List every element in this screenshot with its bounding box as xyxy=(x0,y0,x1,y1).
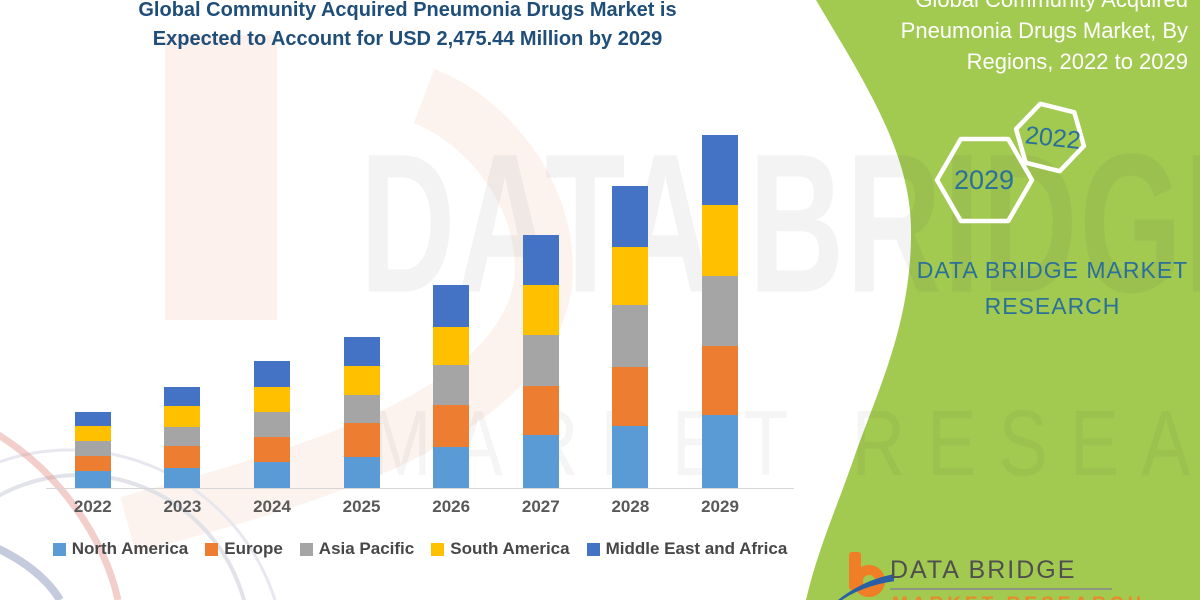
side-panel-title: Global Community Acquired Pneumonia Drug… xyxy=(858,0,1188,77)
bar-segment-middle-east-and-africa-2023 xyxy=(164,386,201,407)
bar-segment-asia-pacific-2023 xyxy=(164,426,201,447)
bar-segment-middle-east-and-africa-2022 xyxy=(74,412,111,427)
bar-segment-north-america-2026 xyxy=(433,446,470,488)
bar-segment-middle-east-and-africa-2025 xyxy=(343,336,380,366)
legend-item-south-america: South America xyxy=(431,539,570,559)
legend-label: Asia Pacific xyxy=(318,539,415,558)
footer-logo-divider xyxy=(890,588,1112,590)
bar-segment-north-america-2029 xyxy=(702,415,738,488)
stacked-bar-2025 xyxy=(343,336,380,488)
legend-label: Middle East and Africa xyxy=(605,539,788,558)
legend-item-middle-east-and-africa: Middle East and Africa xyxy=(586,539,788,559)
legend-item-north-america: North America xyxy=(52,539,189,559)
x-axis-label-2029: 2029 xyxy=(701,497,739,516)
bar-segment-north-america-2028 xyxy=(612,425,649,488)
bar-segment-south-america-2023 xyxy=(164,406,201,427)
x-axis-label-2025: 2025 xyxy=(342,497,381,516)
bar-segment-europe-2027 xyxy=(522,385,559,435)
bar-segment-europe-2022 xyxy=(74,456,111,472)
stacked-bar-2027 xyxy=(522,234,559,488)
x-axis-label-2022: 2022 xyxy=(73,497,112,516)
legend-swatch-icon xyxy=(299,542,313,556)
bar-segment-south-america-2026 xyxy=(433,326,470,365)
brand-wordmark: DATA BRIDGE MARKET RESEARCH xyxy=(905,252,1200,324)
bar-segment-north-america-2023 xyxy=(164,467,201,488)
hexagon-2029-icon xyxy=(934,136,1035,224)
brand-wordmark-line2: RESEARCH xyxy=(984,293,1121,319)
bar-segment-south-america-2028 xyxy=(612,246,649,305)
bar-segment-north-america-2027 xyxy=(522,434,559,488)
chart-title: Global Community Acquired Pneumonia Drug… xyxy=(0,0,815,54)
bar-segment-europe-2029 xyxy=(702,345,738,416)
bar-segment-south-america-2024 xyxy=(254,386,290,412)
legend-label: South America xyxy=(450,539,570,558)
hexagon-2022-group xyxy=(1013,101,1087,174)
hexagon-2022-label: 2022 xyxy=(1024,121,1082,155)
legend-label: Europe xyxy=(224,539,283,558)
x-axis-label-2023: 2023 xyxy=(163,497,202,516)
chart-title-line1: Global Community Acquired Pneumonia Drug… xyxy=(138,0,677,21)
bar-segment-asia-pacific-2029 xyxy=(702,275,738,346)
x-axis-label-2026: 2026 xyxy=(432,497,471,516)
x-axis-label-2028: 2028 xyxy=(611,497,650,516)
bar-segment-europe-2024 xyxy=(254,436,290,462)
bar-segment-south-america-2025 xyxy=(343,365,380,395)
bar-segment-north-america-2022 xyxy=(74,471,111,488)
bar-segment-south-america-2022 xyxy=(74,426,111,442)
plot-area: 2022 2023 2024 2025 2026 2027 2028 2029 xyxy=(46,134,794,516)
side-panel-title-line1: Global Community Acquired xyxy=(858,0,1188,15)
bar-segment-north-america-2024 xyxy=(254,461,290,488)
bar-segment-asia-pacific-2027 xyxy=(522,334,559,386)
stacked-bar-2029 xyxy=(702,134,738,488)
legend-swatch-icon xyxy=(52,542,66,556)
stacked-bar-2022 xyxy=(74,412,111,488)
legend-swatch-icon xyxy=(431,542,445,556)
bar-segment-asia-pacific-2025 xyxy=(343,394,380,424)
bar-segment-middle-east-and-africa-2028 xyxy=(612,185,649,247)
chart-title-line2: Expected to Account for USD 2,475.44 Mil… xyxy=(152,28,663,50)
chart-legend: North America Europe Asia Pacific South Ame… xyxy=(40,539,800,559)
bar-segment-europe-2026 xyxy=(433,404,470,447)
side-panel-title-line3: Regions, 2022 to 2029 xyxy=(966,49,1188,74)
x-axis-line xyxy=(46,488,794,489)
bar-segment-asia-pacific-2028 xyxy=(612,304,649,367)
bar-segment-asia-pacific-2024 xyxy=(254,411,290,437)
bar-segment-middle-east-and-africa-2026 xyxy=(433,284,470,327)
legend-item-asia-pacific: Asia Pacific xyxy=(299,539,415,559)
stacked-bar-2023 xyxy=(164,386,201,488)
side-panel-title-line2: Pneumonia Drugs Market, By xyxy=(900,18,1188,43)
footer-logo-name: DATA BRIDGE xyxy=(890,556,1077,584)
brand-wordmark-line1: DATA BRIDGE MARKET xyxy=(916,257,1189,283)
bar-segment-europe-2028 xyxy=(612,366,649,426)
bar-segment-middle-east-and-africa-2024 xyxy=(254,360,290,387)
bar-segment-asia-pacific-2022 xyxy=(74,441,111,457)
hexagon-2022-icon xyxy=(1013,101,1087,174)
bar-segment-europe-2023 xyxy=(164,446,201,468)
legend-label: North America xyxy=(71,539,189,558)
stacked-bar-2024 xyxy=(254,360,290,488)
bar-segment-south-america-2027 xyxy=(522,284,559,335)
bar-segment-europe-2025 xyxy=(343,423,380,457)
x-axis-label-2027: 2027 xyxy=(521,497,560,516)
bar-segment-south-america-2029 xyxy=(702,205,738,276)
stacked-bar-2028 xyxy=(612,185,649,488)
bar-segment-middle-east-and-africa-2027 xyxy=(522,234,559,285)
legend-item-europe: Europe xyxy=(205,539,283,559)
footer-logo: DATA BRIDGE MARKET RESEARCH xyxy=(838,548,1198,600)
bar-segment-north-america-2025 xyxy=(343,456,380,488)
bar-segment-middle-east-and-africa-2029 xyxy=(702,134,738,206)
stacked-bar-2026 xyxy=(433,284,470,488)
bar-segment-asia-pacific-2026 xyxy=(433,364,470,405)
legend-swatch-icon xyxy=(586,542,600,556)
legend-swatch-icon xyxy=(205,542,219,556)
x-axis-label-2024: 2024 xyxy=(253,497,291,516)
footer-logo-subtitle: MARKET RESEARCH xyxy=(892,594,1145,600)
dbmr-logo-icon xyxy=(838,552,894,600)
hexagon-2029-label: 2029 xyxy=(954,165,1014,195)
